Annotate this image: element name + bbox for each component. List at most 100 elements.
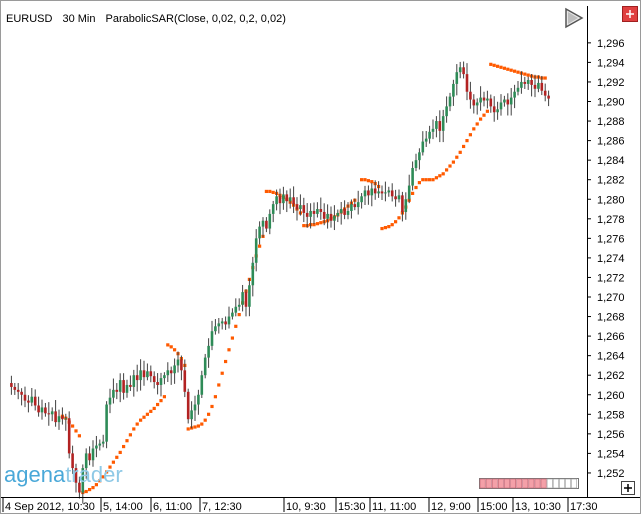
sar-dot [489, 62, 493, 66]
agenatrader-logo: agenatrader [4, 462, 123, 487]
bull-candle [499, 102, 503, 110]
x-tick-label: 17:30 [570, 501, 598, 513]
timeframe-label: 30 Min [62, 13, 96, 25]
bull-candle [282, 194, 285, 204]
sar-dot [139, 418, 143, 422]
bull-candle [356, 202, 360, 208]
bull-candle [363, 190, 367, 197]
bear-candle [533, 84, 537, 89]
sar-dot [438, 174, 442, 178]
x-tick-label: 15:00 [480, 501, 508, 513]
sar-dot [217, 383, 221, 387]
bull-candle [197, 394, 200, 405]
indicator-label[interactable]: ParabolicSAR(Close, 0,02, 0,2, 0,02) [105, 13, 286, 25]
bull-candle [57, 416, 61, 423]
bull-candle [220, 321, 224, 324]
sar-dot [441, 172, 445, 176]
scroll-cell [565, 478, 571, 489]
bear-candle [278, 196, 282, 204]
play-button[interactable] [563, 7, 585, 29]
bull-candle [441, 116, 445, 131]
sar-dot [315, 222, 319, 226]
sar-dot [200, 422, 204, 426]
bull-candle [346, 210, 350, 215]
y-tick-label: 1,258 [597, 409, 625, 421]
sar-dot [186, 427, 190, 431]
sar-dot [363, 178, 367, 182]
sar-dot [499, 65, 503, 69]
bull-candle [339, 209, 343, 213]
scroll-position-indicator[interactable] [479, 478, 579, 489]
bull-candle [258, 226, 261, 239]
bear-candle [540, 82, 544, 91]
sar-dot [319, 221, 323, 225]
bull-candle [496, 109, 499, 113]
sar-dot [509, 68, 513, 72]
y-tick-label: 1,290 [597, 97, 625, 109]
sar-dot [268, 189, 272, 194]
bear-candle [394, 196, 397, 200]
sar-dot [455, 155, 459, 159]
bull-candle [479, 97, 482, 103]
sar-dot [94, 483, 98, 487]
sar-dot [468, 133, 472, 137]
bull-candle [370, 188, 374, 196]
close-x-icon [622, 6, 638, 22]
sar-dot [105, 470, 109, 474]
sar-dot [122, 444, 126, 449]
bull-candle [411, 167, 414, 186]
bear-candle [61, 416, 64, 420]
price-axis[interactable]: 1,296 1,294 1,292 1,290 1,288 1,286 1,284 1,282… [587, 38, 625, 480]
bull-candle [91, 448, 95, 461]
bear-candle [492, 106, 496, 113]
bear-candle [367, 190, 370, 196]
sar-dot [264, 189, 268, 194]
bull-candle [526, 79, 530, 84]
bull-candle [163, 375, 166, 379]
sar-dot [125, 439, 129, 443]
sar-dot [366, 179, 370, 183]
bear-candle [183, 370, 187, 392]
sar-dot [258, 244, 262, 248]
bull-candle [268, 213, 272, 229]
sar-dot [445, 168, 449, 172]
sar-dot [237, 312, 241, 317]
bull-candle [537, 82, 540, 89]
bull-candle [350, 204, 353, 211]
sar-dot [173, 348, 177, 352]
sar-dot [383, 225, 387, 230]
bear-candle [472, 99, 476, 106]
bear-candle [312, 210, 316, 214]
sar-dot [142, 415, 146, 419]
bear-candle [244, 292, 248, 307]
bear-candle [319, 209, 323, 212]
bull-candle [384, 192, 387, 194]
bull-candle [431, 128, 435, 132]
time-axis[interactable]: 4 Sep 2012, 10:30 5, 14:00 6, 11:00 7, 12:3… [2, 497, 598, 513]
bear-candle [401, 195, 404, 212]
bull-candle [448, 96, 452, 107]
bear-candle [543, 90, 547, 96]
bull-candle [98, 443, 102, 446]
bull-candle [299, 205, 302, 210]
bear-candle [16, 389, 20, 392]
bull-candle [231, 312, 234, 317]
corner-button[interactable] [621, 481, 635, 495]
x-tick-label: 10, 9:30 [286, 501, 326, 513]
close-chart-button[interactable] [622, 6, 638, 22]
sar-dot [156, 402, 160, 407]
sar-dot [411, 191, 415, 195]
sar-dot [135, 422, 139, 426]
bull-candle [30, 396, 34, 403]
bull-candle [203, 357, 207, 376]
bear-candle [302, 205, 306, 213]
bull-candle [40, 407, 44, 413]
y-tick-label: 1,294 [597, 57, 625, 69]
bear-candle [169, 370, 173, 374]
bull-candle [241, 292, 244, 305]
bull-candle [210, 331, 214, 346]
bull-candle [509, 97, 513, 105]
bear-candle [482, 97, 486, 101]
sar-dot [98, 479, 102, 483]
